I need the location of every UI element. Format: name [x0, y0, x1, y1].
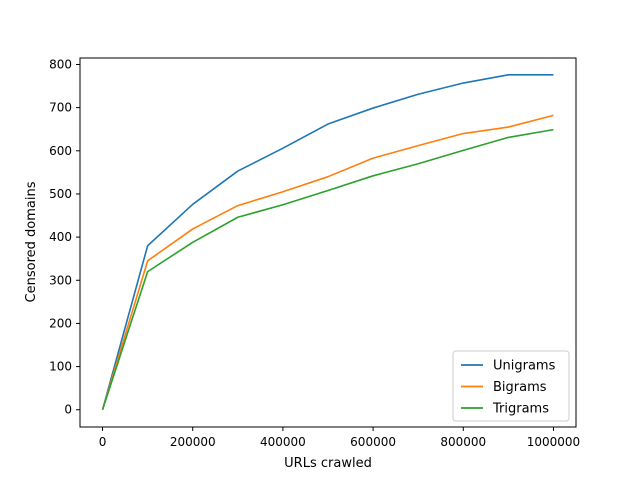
legend-label-unigrams: Unigrams [493, 359, 556, 374]
y-tick-label: 100 [49, 360, 72, 374]
series-line-trigrams [101, 128, 554, 410]
y-tick-label: 200 [49, 316, 72, 330]
y-tick-label: 600 [49, 144, 72, 158]
x-tick-label: 600000 [350, 435, 396, 449]
axes-layer [79, 57, 577, 428]
series-line-unigrams [101, 74, 554, 410]
ticks-layer: 0 200000 400000 600000 800000 1000000 0 100 200 3… [49, 57, 580, 449]
y-tick-label: 400 [49, 230, 72, 244]
y-tick-label: 0 [64, 403, 72, 417]
x-tick-label: 0 [99, 435, 107, 449]
x-axis-label: URLs crawled [284, 456, 372, 471]
series-line-bigrams [101, 114, 554, 410]
x-tick-label: 200000 [170, 435, 216, 449]
x-tick-label: 1000000 [527, 435, 580, 449]
y-tick-label: 700 [49, 101, 72, 115]
x-tick-label: 800000 [440, 435, 486, 449]
y-tick-label: 800 [49, 57, 72, 71]
y-axis-label: Censored domains [24, 181, 39, 302]
axes-frame [79, 57, 577, 428]
y-tick-label: 500 [49, 187, 72, 201]
series-layer [101, 74, 554, 410]
legend: Unigrams Bigrams Trigrams [452, 350, 570, 422]
legend-box [452, 350, 570, 422]
legend-label-bigrams: Bigrams [493, 380, 547, 395]
x-tick-label: 400000 [260, 435, 306, 449]
legend-label-trigrams: Trigrams [492, 402, 549, 417]
y-tick-label: 300 [49, 273, 72, 287]
